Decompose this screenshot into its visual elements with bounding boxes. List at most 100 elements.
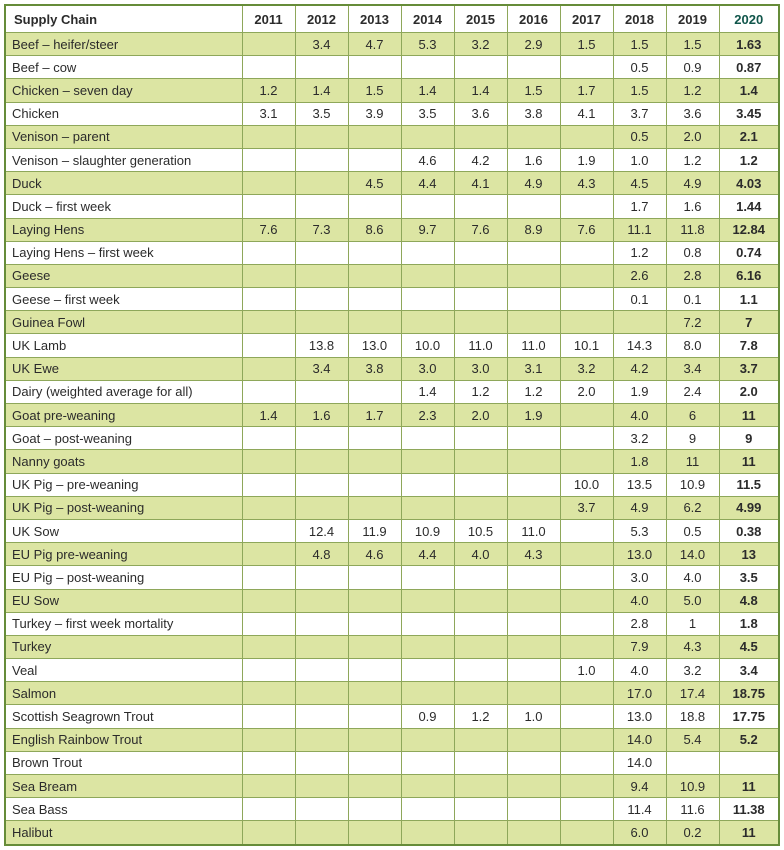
table-row: Turkey 7.9 4.3 4.5 — [4, 634, 780, 660]
value-cell-2016: 4.3 — [506, 542, 561, 567]
value-cell-2014: 0.9 — [400, 704, 455, 729]
value-cell-2011 — [241, 797, 296, 822]
value-cell-2014 — [400, 658, 455, 683]
table-row: Laying Hens 7.6 7.3 8.6 9.7 7.6 8.9 7.6 11.1 11.8… — [4, 217, 780, 242]
table-row: Salmon 17.0 17.4 18.75 — [4, 681, 780, 706]
value-cell-2013 — [347, 263, 402, 289]
value-cell-2012: 13.8 — [294, 333, 349, 358]
value-cell-2015 — [453, 681, 508, 706]
value-cell-2019: 11.8 — [665, 217, 720, 242]
value-cell-2013 — [347, 449, 402, 474]
value-cell-2011 — [241, 773, 296, 799]
value-cell-2016 — [506, 310, 561, 335]
value-cell-2018: 5.3 — [612, 518, 667, 544]
value-cell-2013 — [347, 55, 402, 80]
table-row: Guinea Fowl 7.2 7 — [4, 310, 780, 335]
value-cell-2015 — [453, 472, 508, 497]
row-label: Geese — [4, 263, 243, 289]
value-cell-2012: 4.8 — [294, 542, 349, 567]
value-cell-2016 — [506, 634, 561, 660]
row-label: UK Pig – post-weaning — [4, 495, 243, 520]
value-cell-2014 — [400, 588, 455, 613]
value-cell-2018: 14.0 — [612, 750, 667, 776]
value-cell-2018: 3.2 — [612, 426, 667, 451]
value-cell-2018: 7.9 — [612, 634, 667, 660]
value-cell-2011: 1.4 — [241, 402, 296, 428]
value-cell-2019: 9 — [665, 426, 720, 451]
value-cell-2014 — [400, 797, 455, 822]
value-cell-2020: 2.1 — [718, 124, 780, 149]
value-cell-2020: 1.1 — [718, 287, 780, 312]
value-cell-2015: 10.5 — [453, 518, 508, 544]
value-cell-2017 — [559, 634, 614, 660]
value-cell-2014 — [400, 611, 455, 636]
table-row: EU Pig pre-weaning 4.8 4.6 4.4 4.0 4.3 13.0 14.… — [4, 542, 780, 567]
value-cell-2011 — [241, 449, 296, 474]
value-cell-2018: 0.1 — [612, 287, 667, 312]
value-cell-2013 — [347, 310, 402, 335]
value-cell-2020: 0.74 — [718, 240, 780, 265]
value-cell-2019: 7.2 — [665, 310, 720, 335]
value-cell-2020: 3.5 — [718, 565, 780, 590]
value-cell-2013: 4.5 — [347, 171, 402, 196]
value-cell-2011 — [241, 704, 296, 729]
value-cell-2020: 1.44 — [718, 194, 780, 219]
value-cell-2019: 1.6 — [665, 194, 720, 219]
table-row: EU Sow 4.0 5.0 4.8 — [4, 588, 780, 613]
value-cell-2019: 11.6 — [665, 797, 720, 822]
value-cell-2014 — [400, 240, 455, 265]
value-cell-2012 — [294, 310, 349, 335]
value-cell-2017: 1.7 — [559, 78, 614, 103]
value-cell-2017 — [559, 611, 614, 636]
row-label: UK Ewe — [4, 356, 243, 381]
value-cell-2012 — [294, 426, 349, 451]
table-row: UK Sow 12.4 11.9 10.9 10.5 11.0 5.3 0.5 0.38 — [4, 518, 780, 544]
table-header: Supply Chain 2011 2012 2013 2014 2015 2016 2017… — [4, 4, 780, 33]
value-cell-2013: 8.6 — [347, 217, 402, 242]
value-cell-2014 — [400, 634, 455, 660]
value-cell-2018: 13.5 — [612, 472, 667, 497]
col-header-2014: 2014 — [400, 4, 455, 33]
value-cell-2014: 10.0 — [400, 333, 455, 358]
value-cell-2012 — [294, 634, 349, 660]
value-cell-2012 — [294, 773, 349, 799]
value-cell-2011 — [241, 287, 296, 312]
value-cell-2019: 1 — [665, 611, 720, 636]
row-label: Duck — [4, 171, 243, 196]
value-cell-2020: 17.75 — [718, 704, 780, 729]
value-cell-2016: 1.2 — [506, 379, 561, 405]
value-cell-2011 — [241, 495, 296, 520]
value-cell-2014 — [400, 565, 455, 590]
value-cell-2013 — [347, 565, 402, 590]
value-cell-2013: 1.5 — [347, 78, 402, 103]
value-cell-2015 — [453, 124, 508, 149]
value-cell-2011 — [241, 171, 296, 196]
value-cell-2017 — [559, 124, 614, 149]
value-cell-2011 — [241, 31, 296, 57]
value-cell-2018: 11.4 — [612, 797, 667, 822]
value-cell-2019: 18.8 — [665, 704, 720, 729]
value-cell-2015 — [453, 55, 508, 80]
value-cell-2014: 2.3 — [400, 402, 455, 428]
value-cell-2019: 0.9 — [665, 55, 720, 80]
value-cell-2018: 1.7 — [612, 194, 667, 219]
value-cell-2017: 1.5 — [559, 31, 614, 57]
value-cell-2017 — [559, 287, 614, 312]
value-cell-2019: 3.6 — [665, 101, 720, 126]
value-cell-2014 — [400, 263, 455, 289]
value-cell-2011 — [241, 333, 296, 358]
value-cell-2016 — [506, 773, 561, 799]
value-cell-2016 — [506, 820, 561, 846]
value-cell-2016 — [506, 750, 561, 776]
value-cell-2020: 0.87 — [718, 55, 780, 80]
value-cell-2013: 4.6 — [347, 542, 402, 567]
value-cell-2012 — [294, 565, 349, 590]
col-header-2017: 2017 — [559, 4, 614, 33]
value-cell-2017: 10.0 — [559, 472, 614, 497]
value-cell-2020: 11.38 — [718, 797, 780, 822]
value-cell-2012: 3.4 — [294, 31, 349, 57]
value-cell-2017 — [559, 310, 614, 335]
value-cell-2018: 1.5 — [612, 78, 667, 103]
value-cell-2018: 4.5 — [612, 171, 667, 196]
col-header-supply-chain: Supply Chain — [4, 4, 243, 33]
